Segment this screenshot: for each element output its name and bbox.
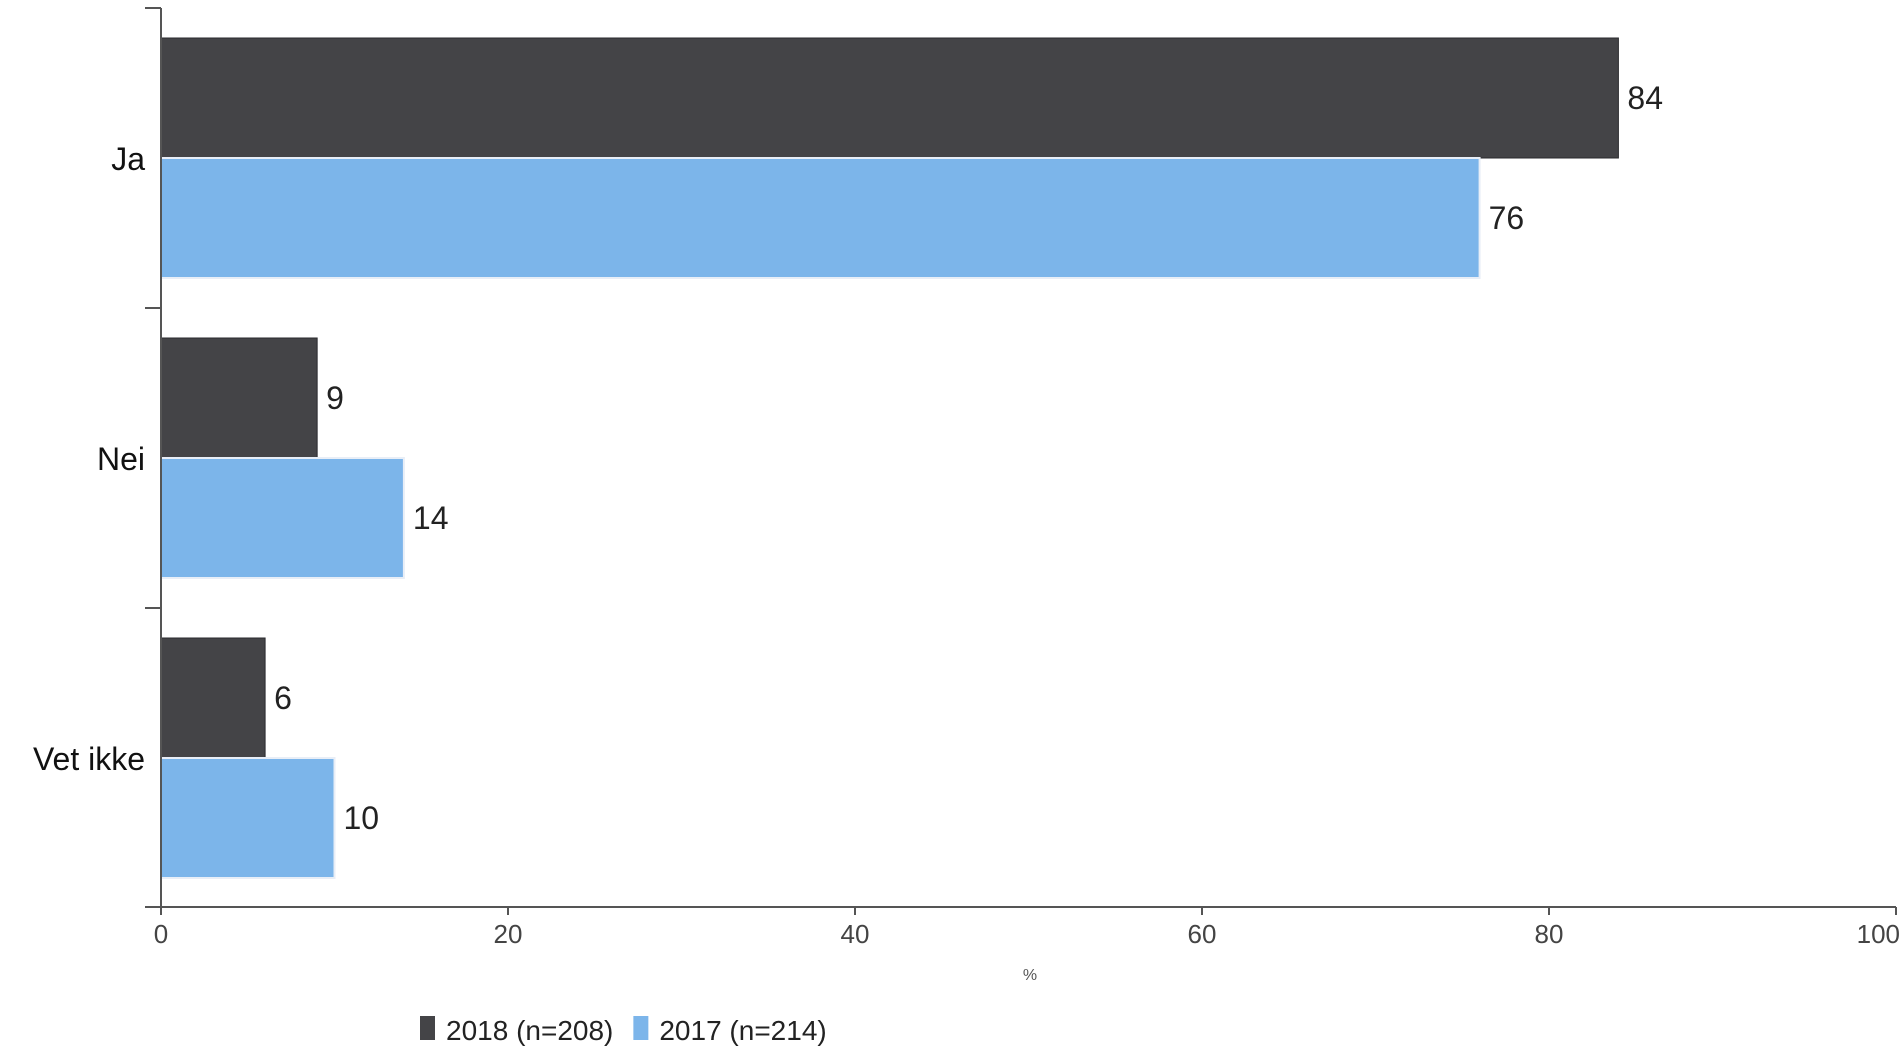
category-label: Nei (97, 441, 145, 477)
legend-label-series-0: 2018 (n=208) (446, 1015, 613, 1046)
category-label: Vet ikke (33, 741, 145, 777)
x-tick-label: 80 (1535, 919, 1564, 949)
legend-swatch-series-0 (420, 1016, 435, 1040)
bar-nei-series-0 (160, 337, 318, 459)
x-tick-label: 20 (494, 919, 523, 949)
legend-swatch-series-1 (633, 1016, 649, 1040)
bars-layer (160, 37, 1619, 879)
legend-label-series-1: 2017 (n=214) (659, 1015, 826, 1046)
bar-vet-ikke-series-0 (160, 637, 266, 759)
value-labels-layer: 84 76 9 14 6 10 (274, 80, 1663, 836)
bar-ja-series-1 (160, 157, 1481, 279)
x-tick-label: 60 (1188, 919, 1217, 949)
axes-layer: Ja Nei Vet ikke 0 20 40 60 80 100% (33, 7, 1900, 984)
bar-ja-series-0 (160, 37, 1619, 159)
x-tick-label: 40 (841, 919, 870, 949)
bar-nei-series-1 (160, 457, 405, 579)
value-label: 14 (413, 500, 449, 536)
x-tick-label: 0 (154, 919, 168, 949)
legend: 2018 (n=208) 2017 (n=214) (420, 1015, 827, 1046)
value-label: 9 (326, 380, 344, 416)
x-axis-label: % (1023, 967, 1037, 984)
bar-vet-ikke-series-1 (160, 757, 336, 879)
x-tick-label: 100 (1857, 919, 1900, 949)
value-label: 76 (1489, 200, 1525, 236)
value-label: 10 (344, 800, 380, 836)
category-label: Ja (111, 141, 145, 177)
value-label: 6 (274, 680, 292, 716)
value-label: 84 (1627, 80, 1663, 116)
